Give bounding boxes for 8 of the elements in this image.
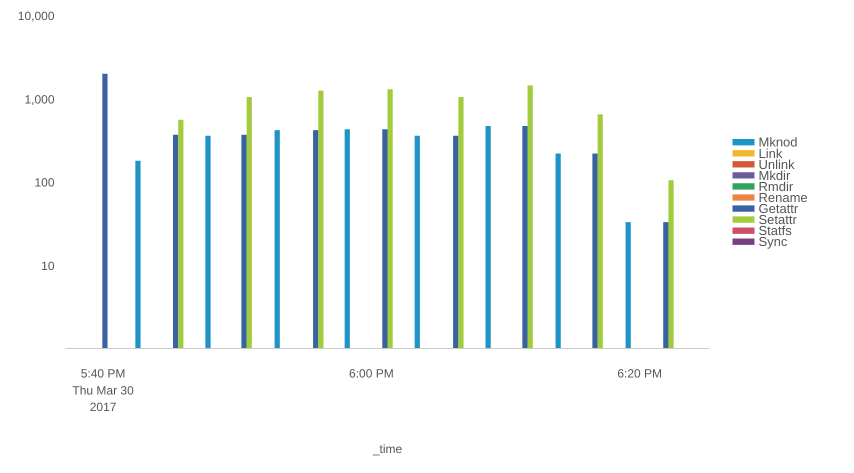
y-tick-label: 10 — [41, 258, 55, 273]
x-tick-label: 6:00 PM — [349, 366, 394, 380]
y-tick-label: 100 — [34, 176, 55, 190]
x-tick-label: 5:40 PM Thu Mar 30 2017 — [72, 366, 134, 414]
y-tick-label: 1,000 — [24, 92, 55, 106]
y-tick-label: 10,000 — [18, 9, 55, 23]
x-axis-title: _time — [372, 442, 402, 456]
x-tick-label: 6:20 PM — [617, 366, 662, 380]
